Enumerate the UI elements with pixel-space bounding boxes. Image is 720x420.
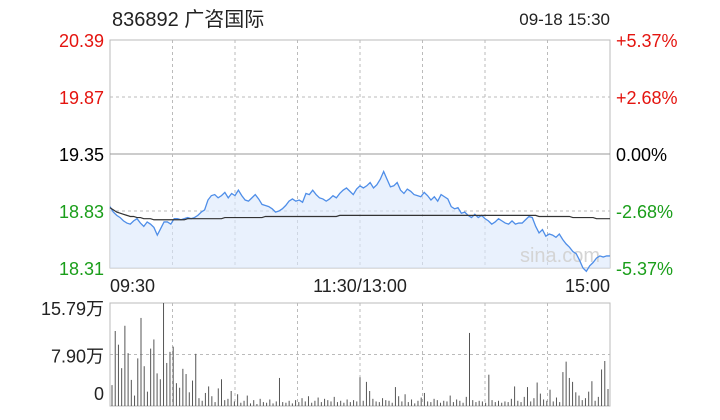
y-tick-label-right: -2.68% <box>616 202 673 222</box>
y-tick-label-left: 19.87 <box>59 88 104 108</box>
average-line <box>109 207 610 221</box>
x-tick-label: 15:00 <box>565 276 610 296</box>
volume-bars <box>111 303 609 406</box>
chart-datetime: 09-18 15:30 <box>519 10 610 29</box>
y-tick-label-right: -5.37% <box>616 259 673 279</box>
y-tick-label-left: 19.35 <box>59 145 104 165</box>
chart-title: 836892 广咨国际 <box>112 8 264 31</box>
volume-y-tick-label: 0 <box>94 384 104 404</box>
y-tick-label-right: +5.37% <box>616 31 678 51</box>
volume-y-tick-label: 7.90万 <box>51 347 104 367</box>
watermark: sina.com <box>520 245 600 267</box>
volume-y-tick-label: 15.79万 <box>41 299 104 319</box>
y-tick-label-right: 0.00% <box>616 145 667 165</box>
x-axis: 09:30 11:30/13:00 15:00 <box>110 276 610 296</box>
y-tick-label-right: +2.68% <box>616 88 678 108</box>
volume-y-axis: 15.79万 7.90万 0 <box>41 299 104 404</box>
x-tick-label: 11:30/13:00 <box>313 276 407 296</box>
price-lines <box>109 169 610 273</box>
y-axis-right: +5.37% +2.68% 0.00% -2.68% -5.37% <box>616 31 678 279</box>
y-tick-label-left: 20.39 <box>59 31 104 51</box>
y-tick-label-left: 18.31 <box>59 259 104 279</box>
x-tick-label: 09:30 <box>110 276 155 296</box>
price-area <box>110 171 610 272</box>
price-area-fill <box>110 171 610 272</box>
y-tick-label-left: 18.83 <box>59 202 104 222</box>
price-line <box>109 169 610 273</box>
y-axis-left: 20.39 19.87 19.35 18.83 18.31 <box>59 31 104 279</box>
